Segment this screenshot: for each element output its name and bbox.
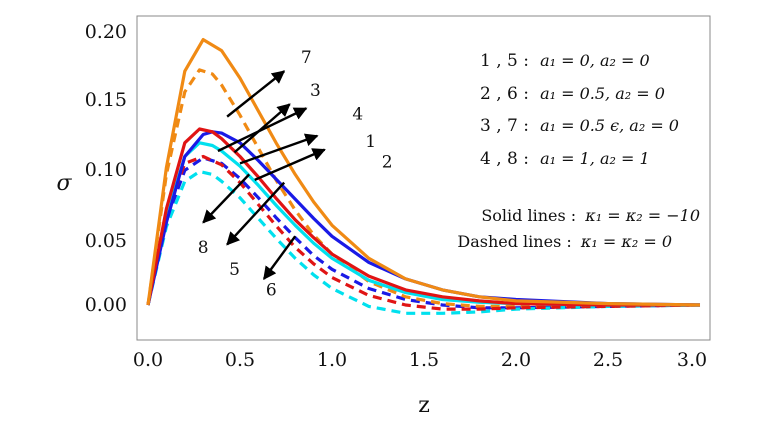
series-layer: [146, 38, 701, 315]
legend-id: 2 , 6 :: [480, 84, 529, 104]
curve-label-6: 6: [266, 280, 277, 300]
note-value: κ₁ = κ₂ = −10: [584, 206, 700, 225]
y-tick-label: 0.00: [85, 294, 127, 316]
series-line-3: [146, 38, 701, 307]
x-tick-label: 1.5: [409, 349, 439, 371]
note-label: Solid lines :: [481, 206, 576, 225]
series-line-7: [146, 68, 700, 308]
x-tick-label: 3.0: [677, 349, 707, 371]
legend-id: 4 , 8 :: [480, 149, 529, 169]
plot-frame: [136, 15, 711, 341]
curve-labels: 7 3 412 85 6: [198, 48, 393, 300]
y-tick-label: 0.05: [85, 230, 127, 252]
legend-id: 1 , 5 :: [480, 51, 529, 71]
x-axis-ticks: 0.0 0.5 1.0 1.5 2.0 2.5 3.0: [133, 349, 707, 371]
x-tick-label: 2.0: [501, 349, 531, 371]
series-line-5: [146, 156, 701, 310]
x-tick-label: 0.5: [225, 349, 255, 371]
y-axis-ticks: 0.00 0.05 0.10 0.15 0.20: [85, 21, 127, 316]
line-style-notes: Solid lines : κ₁ = κ₂ = −10 Dashed lines…: [457, 206, 700, 251]
arrow-1: [239, 133, 319, 165]
x-tick-label: 1.0: [317, 349, 347, 371]
note-solid-lines: Solid lines : κ₁ = κ₂ = −10: [481, 206, 700, 225]
note-label: Dashed lines :: [457, 232, 571, 251]
legend-entry-3-7: 3 , 7 : a₁ = 0.5 ϵ, a₂ = 0: [480, 116, 679, 136]
arrow-6: [262, 235, 297, 280]
x-tick-label: 2.5: [593, 349, 623, 371]
arrow-8: [202, 173, 251, 224]
note-value: κ₁ = κ₂ = 0: [580, 232, 672, 251]
series-line-4: [146, 127, 700, 307]
legend-entry-2-6: 2 , 6 : a₁ = 0.5, a₂ = 0: [480, 84, 665, 104]
y-tick-label: 0.20: [85, 21, 127, 43]
arrow-4: [217, 107, 308, 153]
curve-label-7: 7: [301, 48, 312, 68]
legend-desc: a₁ = 0.5 ϵ, a₂ = 0: [540, 116, 679, 135]
arrow-3: [233, 103, 291, 154]
curve-label-8: 8: [198, 238, 209, 258]
y-axis-title: σ: [56, 171, 72, 196]
curve-label-2: 2: [382, 153, 393, 173]
legend-id: 3 , 7 :: [480, 116, 529, 136]
x-axis-title: z: [418, 393, 430, 418]
legend-desc: a₁ = 0.5, a₂ = 0: [540, 84, 665, 103]
series-line-8: [146, 154, 701, 311]
note-dashed-lines: Dashed lines : κ₁ = κ₂ = 0: [457, 232, 672, 251]
legend-desc: a₁ = 1, a₂ = 1: [540, 149, 650, 168]
y-tick-label: 0.15: [85, 89, 127, 111]
curve-label-5: 5: [229, 260, 240, 280]
arrow-7: [226, 70, 286, 118]
legend-entry-1-5: 1 , 5 : a₁ = 0, a₂ = 0: [480, 51, 650, 71]
curve-label-3: 3: [310, 81, 321, 101]
y-tick-label: 0.10: [85, 159, 127, 181]
curve-label-4: 4: [352, 104, 363, 124]
arrow-5: [226, 181, 286, 246]
legend-desc: a₁ = 0, a₂ = 0: [540, 51, 650, 70]
x-tick-label: 0.0: [133, 349, 163, 371]
curve-label-1: 1: [365, 132, 376, 152]
legend-entry-4-8: 4 , 8 : a₁ = 1, a₂ = 1: [480, 149, 650, 169]
annotation-arrows: [202, 70, 326, 280]
series-line-6: [146, 170, 701, 315]
legend: 1 , 5 : a₁ = 0, a₂ = 0 2 , 6 : a₁ = 0.5,…: [480, 51, 679, 169]
arrow-2: [254, 148, 326, 181]
